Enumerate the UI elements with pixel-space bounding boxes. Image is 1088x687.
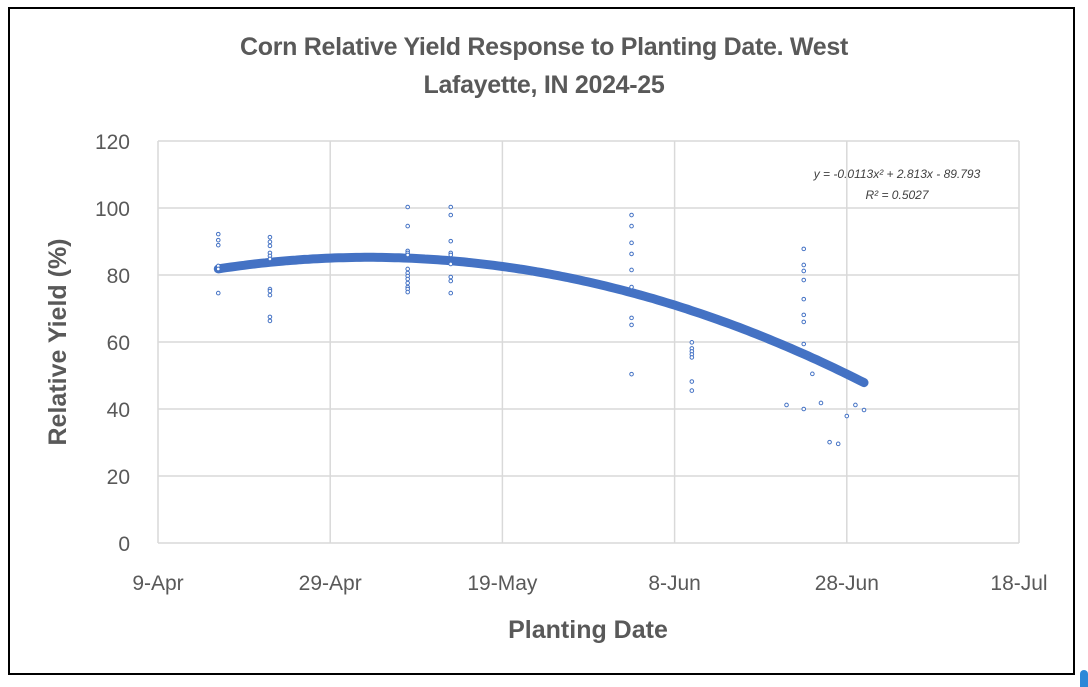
- data-point: [405, 252, 410, 258]
- y-axis-title: Relative Yield (%): [44, 238, 72, 445]
- x-tick-label: 28-Jun: [815, 572, 879, 595]
- data-point: [405, 276, 410, 282]
- x-tick-label: 9-Apr: [132, 572, 183, 595]
- trendline-r-squared: R² = 0.5027: [865, 188, 929, 202]
- data-point: [801, 319, 807, 325]
- data-point: [629, 251, 634, 257]
- chart-title: Corn Relative Yield Response to Planting…: [0, 28, 1088, 104]
- y-tick-label: 60: [107, 332, 130, 355]
- data-point: [215, 237, 221, 243]
- trendline: [213, 252, 869, 388]
- resize-handle[interactable]: [1080, 670, 1088, 687]
- data-points: [215, 204, 867, 447]
- data-point: [810, 371, 815, 377]
- y-tick-label: 100: [95, 198, 130, 221]
- data-point: [448, 278, 454, 284]
- x-tick-label: 19-May: [467, 572, 538, 595]
- y-tick-label: 0: [118, 533, 130, 556]
- data-point: [629, 284, 634, 290]
- data-point: [629, 267, 634, 273]
- data-point: [448, 261, 454, 267]
- data-point: [801, 406, 807, 412]
- y-tick-label: 80: [107, 265, 130, 288]
- y-axis-ticks: 0 20 40 60 80 100 120: [95, 131, 130, 556]
- data-point: [215, 242, 221, 248]
- chart-title-line-1: Corn Relative Yield Response to Planting…: [240, 33, 848, 61]
- data-point: [267, 256, 273, 262]
- data-point: [689, 355, 695, 360]
- x-tick-label: 8-Jun: [648, 572, 701, 595]
- data-point: [629, 223, 634, 229]
- data-point: [629, 322, 634, 328]
- x-axis-title: Planting Date: [508, 616, 668, 644]
- data-point: [215, 231, 221, 237]
- data-point: [448, 252, 454, 258]
- data-point: [801, 312, 807, 318]
- data-point: [784, 402, 789, 408]
- data-point: [629, 371, 634, 377]
- data-point: [267, 243, 273, 249]
- y-tick-label: 40: [107, 399, 130, 422]
- data-point: [267, 288, 273, 294]
- trendline-curve: [213, 252, 869, 388]
- data-point: [448, 290, 454, 296]
- data-point: [267, 314, 273, 320]
- data-point: [835, 441, 841, 447]
- chart-frame: [8, 7, 1075, 675]
- data-point: [448, 238, 454, 244]
- data-point: [844, 413, 850, 419]
- data-point: [267, 292, 273, 298]
- data-point: [801, 262, 807, 268]
- data-point: [405, 266, 410, 272]
- y-tick-label: 120: [95, 131, 130, 154]
- x-tick-label: 29-Apr: [299, 572, 362, 595]
- data-point: [629, 212, 634, 218]
- data-point: [801, 277, 807, 283]
- trendline-equation: y = -0.0113x² + 2.813x - 89.793: [813, 167, 981, 181]
- data-point: [405, 204, 410, 210]
- data-point: [629, 315, 634, 321]
- data-point: [215, 290, 221, 296]
- data-point: [448, 204, 454, 210]
- data-point: [405, 280, 410, 286]
- data-point: [689, 388, 695, 393]
- data-point: [267, 318, 273, 324]
- data-point: [405, 289, 410, 295]
- data-point: [215, 266, 221, 272]
- data-point: [689, 379, 695, 384]
- data-point: [801, 296, 807, 302]
- data-point: [448, 274, 454, 280]
- data-point: [267, 234, 273, 240]
- data-point: [853, 402, 858, 408]
- data-point: [818, 400, 824, 406]
- data-point: [827, 439, 832, 445]
- data-point: [267, 239, 273, 245]
- data-point: [801, 268, 807, 274]
- chart-title-line-2: Lafayette, IN 2024-25: [423, 71, 665, 99]
- data-point: [861, 407, 867, 413]
- data-point: [629, 240, 634, 246]
- x-axis-ticks: 9-Apr 29-Apr 19-May 8-Jun 28-Jun 18-Jul: [132, 572, 1047, 595]
- data-point: [801, 341, 807, 347]
- data-point: [448, 212, 454, 218]
- data-point: [405, 223, 410, 229]
- data-point: [689, 340, 695, 345]
- gridlines: [157, 140, 1020, 544]
- y-tick-label: 20: [107, 466, 130, 489]
- data-point: [801, 246, 807, 252]
- x-tick-label: 18-Jul: [990, 572, 1047, 595]
